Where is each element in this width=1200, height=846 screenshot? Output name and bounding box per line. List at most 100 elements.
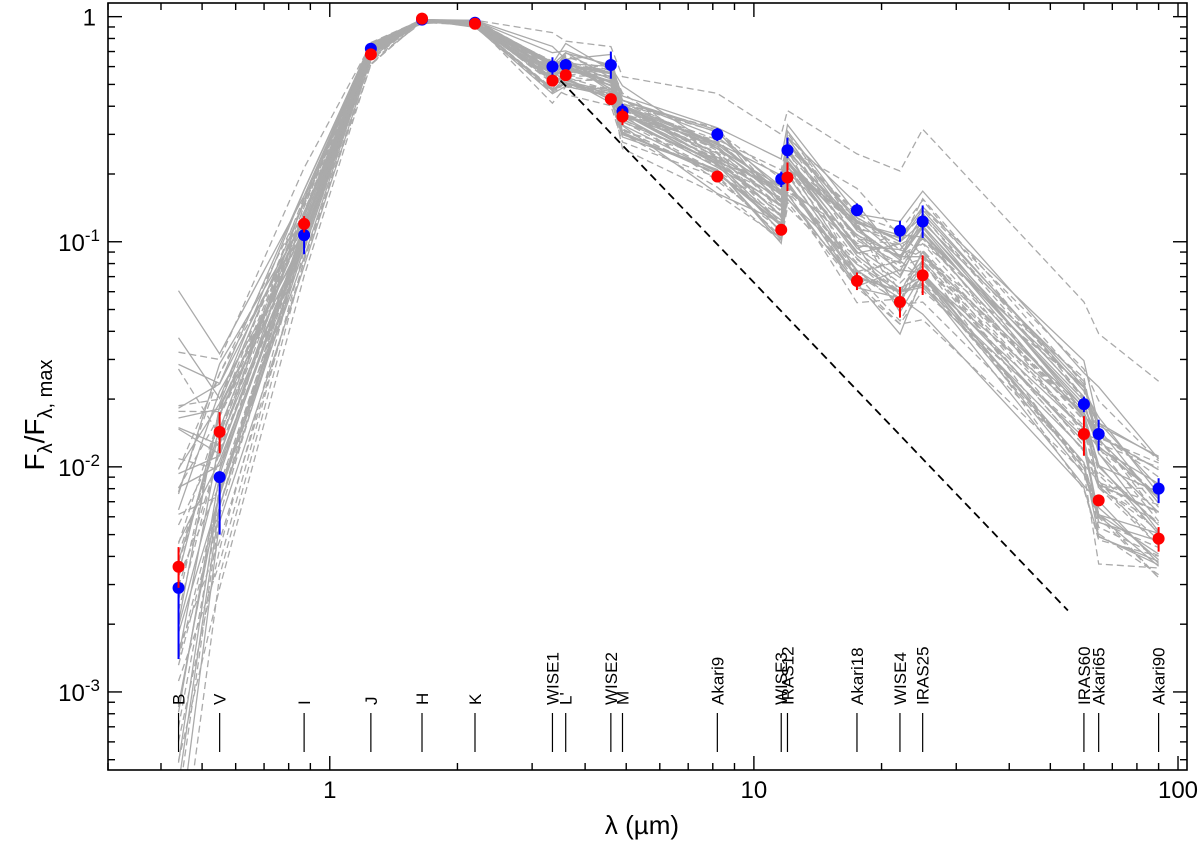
red-point (1077, 427, 1090, 440)
red-point (916, 269, 929, 282)
red-point (604, 93, 617, 106)
y-tick-mantissa: 10 (58, 230, 85, 257)
model-curve-dashed (177, 20, 1160, 555)
blue-point (559, 58, 572, 71)
y-tick-label: 1 (83, 5, 96, 32)
band-label-akari65: Akari65 (1090, 647, 1109, 705)
y-tick-label: 10-2 (58, 451, 100, 482)
red-point (213, 425, 226, 438)
band-label-wise2: WISE2 (602, 652, 621, 705)
y-tick-exponent: -1 (85, 226, 100, 245)
band-label-i: I (295, 700, 314, 705)
red-point (298, 217, 311, 230)
band-label-lp: L' (557, 692, 576, 705)
blue-point (1077, 398, 1090, 411)
y-label-sub2: λ, max (35, 360, 57, 419)
red-point (172, 560, 185, 573)
blue-point (546, 60, 559, 73)
model-curve-dashed (177, 18, 1160, 508)
red-point (775, 223, 788, 236)
blue-point (711, 128, 724, 141)
model-curve-dashed (177, 19, 1160, 587)
model-curve-dashed (177, 18, 1159, 577)
blue-point (850, 204, 863, 217)
model-curve-dashed (193, 19, 1159, 770)
blue-point (604, 58, 617, 71)
model-curve-solid (178, 18, 1159, 471)
model-line-layer (559, 79, 1069, 612)
model-curve-solid (178, 20, 1160, 498)
band-label-wise3: WISE3 (772, 652, 791, 705)
band-label-wise1: WISE1 (543, 652, 562, 705)
red-point (546, 74, 559, 87)
blue-point (1152, 482, 1165, 495)
model-curve-dashed (177, 20, 1159, 544)
red-point (781, 171, 794, 184)
y-label-sub1: λ (35, 443, 57, 453)
model-curve-solid (177, 18, 1160, 495)
model-curve-dashed (177, 18, 1159, 728)
x-tick-label: 100 (1158, 777, 1198, 804)
red-point (1092, 494, 1105, 507)
model-curve-dashed (177, 18, 1159, 611)
band-label-j: J (362, 697, 381, 706)
x-axis-label: λ (µm) (605, 810, 679, 840)
band-label-b: B (170, 694, 189, 705)
model-curve-dashed (177, 18, 1160, 524)
model-power-law-line (559, 79, 1069, 612)
y-tick-label: 10-3 (58, 676, 100, 707)
model-curve-solid (178, 18, 1159, 542)
red-point (850, 274, 863, 287)
band-label-iras12: IRAS12 (779, 646, 798, 705)
blue-point (213, 471, 226, 484)
model-curve-solid (179, 18, 1159, 770)
band-label-akari90: Akari90 (1150, 647, 1169, 705)
band-label-wise4: WISE4 (891, 652, 910, 705)
model-curve-solid (178, 19, 1160, 460)
blue-point (298, 229, 311, 242)
model-curve-dashed (177, 18, 1160, 579)
band-label-v: V (211, 693, 230, 705)
y-tick-exponent: -2 (85, 451, 100, 470)
band-label-h: H (413, 693, 432, 705)
y-label-main: F (19, 453, 50, 470)
red-point (711, 170, 724, 183)
band-label-iras60: IRAS60 (1075, 646, 1094, 705)
model-curve-dashed (177, 18, 1160, 526)
model-curve-dashed (178, 19, 1159, 471)
model-curve-dashed (177, 19, 1159, 531)
blue-point (781, 144, 794, 157)
red-point (559, 69, 572, 82)
model-curve-solid (178, 20, 1160, 513)
model-curve-solid (177, 19, 1160, 504)
red-point (893, 295, 906, 308)
red-point (364, 48, 377, 61)
model-curve-solid (178, 18, 1160, 488)
y-axis-label: Fλ/Fλ, max (19, 360, 57, 471)
model-sed-curves (177, 18, 1160, 770)
data-points (172, 12, 1165, 660)
band-label-akari9: Akari9 (708, 657, 727, 705)
model-curve-dashed (182, 21, 1159, 770)
x-tick-label: 10 (741, 777, 768, 804)
model-curve-dashed (178, 18, 1159, 468)
band-label-k: K (466, 693, 485, 705)
model-curve-dashed (178, 18, 1159, 490)
y-tick-label: 10-1 (58, 226, 100, 257)
model-curve-dashed (178, 18, 1159, 515)
blue-point (916, 215, 929, 228)
x-tick-label: 1 (323, 777, 336, 804)
y-label-slash: /F (19, 418, 50, 443)
y-tick-exponent: -3 (85, 676, 100, 695)
plot-frame (107, 2, 1188, 771)
band-label-akari18: Akari18 (848, 647, 867, 705)
red-point (616, 110, 629, 123)
y-tick-mantissa: 10 (58, 455, 85, 482)
band-label-iras25: IRAS25 (914, 646, 933, 705)
red-point (416, 12, 429, 25)
red-point (1152, 532, 1165, 545)
blue-point (1092, 427, 1105, 440)
